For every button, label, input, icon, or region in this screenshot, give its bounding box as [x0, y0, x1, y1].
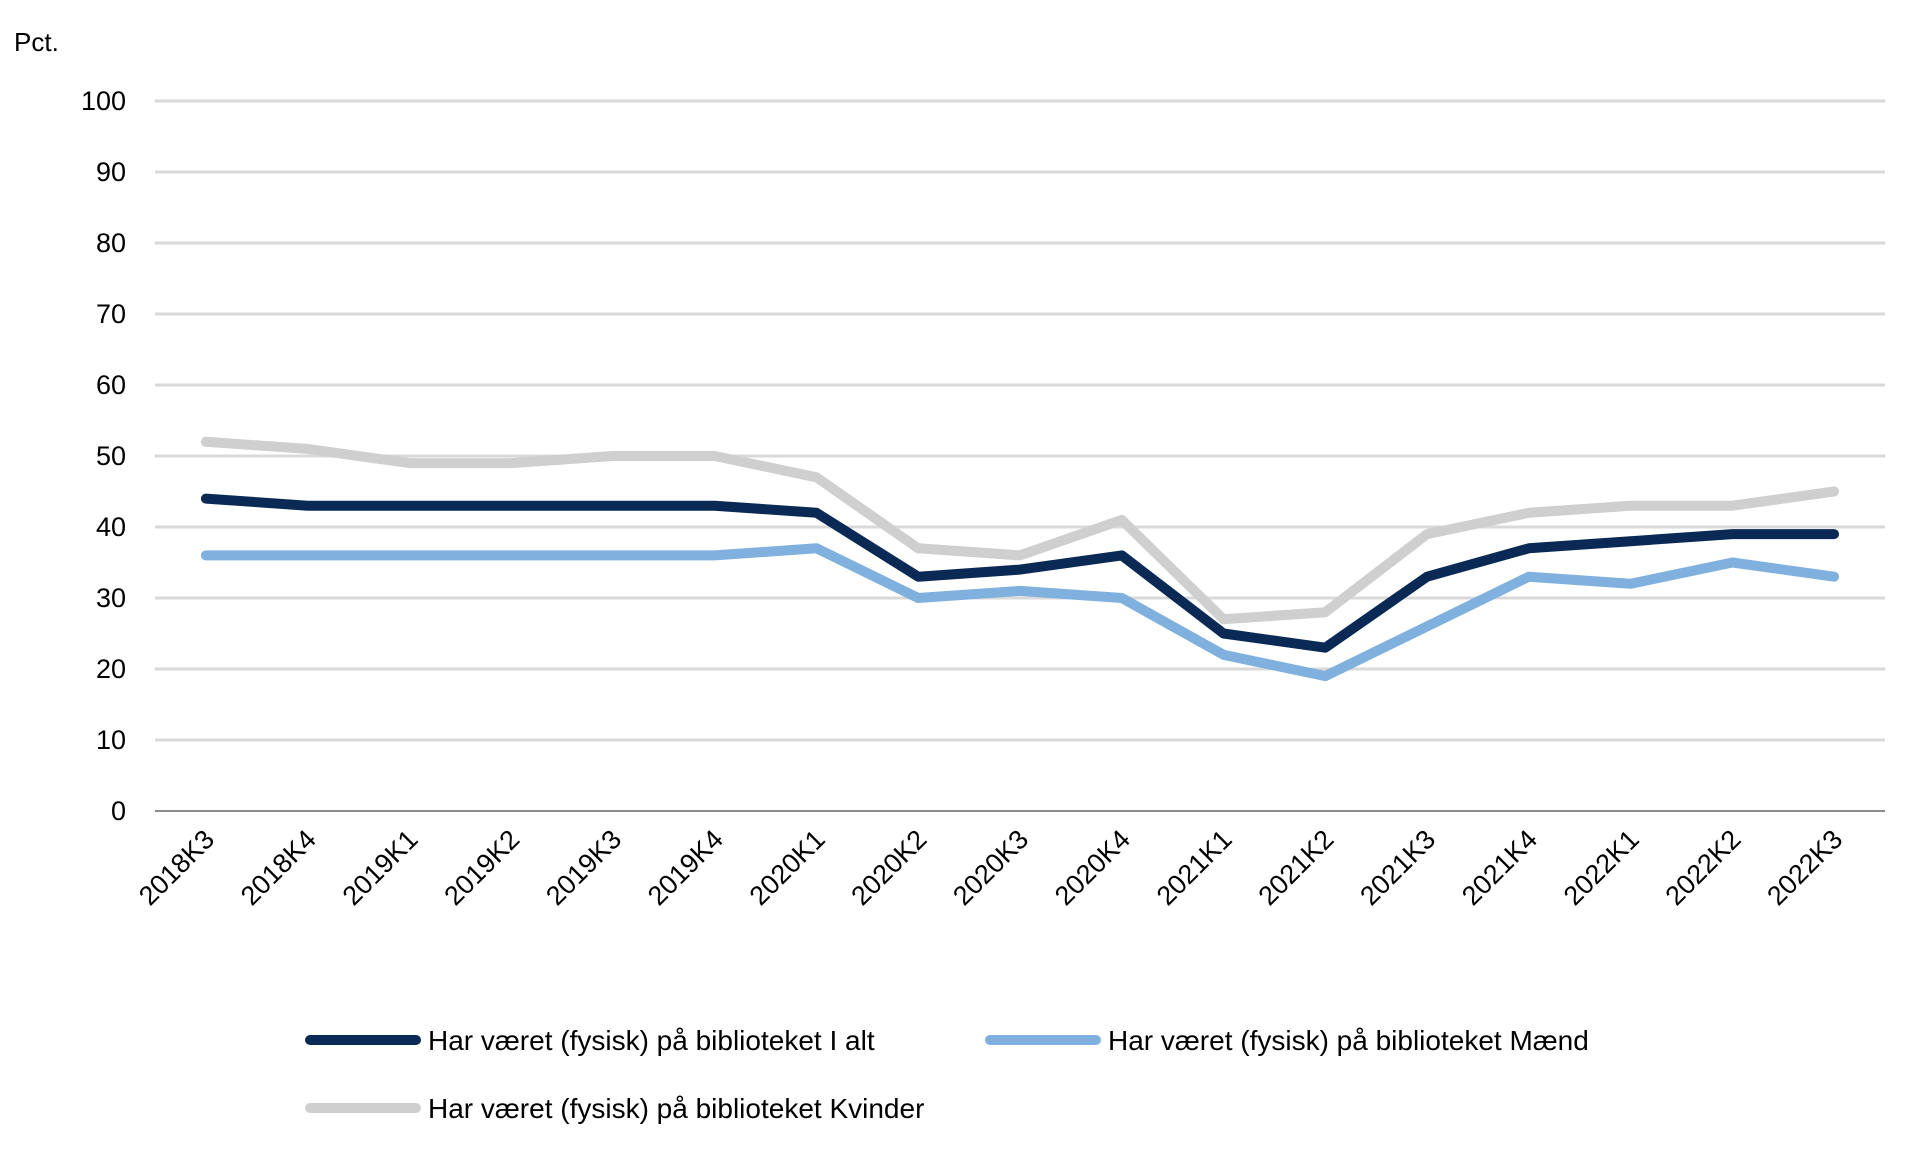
x-tick-label: 2018K4 [235, 824, 322, 911]
data-point [1628, 539, 1633, 544]
data-point [1526, 546, 1531, 551]
data-point [305, 503, 310, 508]
data-point [610, 553, 615, 558]
data-point [712, 553, 717, 558]
y-tick-label: 20 [96, 654, 126, 684]
data-point [610, 454, 615, 458]
data-point [1323, 645, 1328, 650]
data-point [610, 503, 615, 508]
series-lines [200, 436, 1840, 682]
data-point [1018, 588, 1022, 593]
y-tick-label: 50 [96, 441, 126, 471]
data-point [1221, 652, 1226, 657]
y-tick-label: 80 [96, 228, 126, 258]
data-point [203, 439, 208, 444]
y-tick-label: 100 [81, 86, 126, 116]
x-tick-label: 2022K1 [1558, 824, 1645, 911]
data-point [1119, 596, 1124, 600]
data-point [1730, 560, 1735, 565]
y-tick-label: 90 [96, 157, 126, 187]
data-point [1119, 517, 1124, 522]
data-point [407, 461, 412, 466]
data-point [1832, 489, 1837, 494]
data-point [1832, 574, 1837, 579]
data-point [1425, 624, 1430, 629]
data-point [712, 503, 717, 508]
data-point [1221, 631, 1226, 636]
data-point [1730, 503, 1735, 508]
data-point [305, 446, 310, 451]
x-tick-label: 2019K2 [438, 824, 525, 911]
data-point [1119, 553, 1124, 558]
data-point [1425, 532, 1430, 537]
data-point [916, 574, 921, 579]
data-point [1832, 532, 1837, 537]
x-tick-label: 2020K1 [744, 824, 831, 911]
x-tick-label: 2018K3 [133, 824, 220, 911]
x-tick-label: 2022K3 [1761, 824, 1848, 911]
data-point [1323, 610, 1328, 615]
y-axis-label: Pct. [14, 27, 59, 57]
y-tick-label: 60 [96, 370, 126, 400]
data-point [1425, 574, 1430, 579]
x-tick-label: 2021K2 [1252, 824, 1339, 911]
x-tick-label: 2019K4 [642, 824, 729, 911]
x-tick-label: 2019K1 [337, 824, 424, 911]
y-tick-label: 30 [96, 583, 126, 613]
y-tick-label: 40 [96, 512, 126, 542]
data-point [1628, 581, 1633, 586]
data-point [916, 596, 921, 600]
y-tick-label: 10 [96, 725, 126, 755]
series-line-0 [200, 493, 1840, 653]
data-point [1018, 553, 1022, 558]
y-tick-label: 0 [111, 796, 126, 826]
data-point [509, 461, 514, 466]
legend-item: Har været (fysisk) på biblioteket Mænd [985, 1025, 1589, 1056]
data-point [1018, 567, 1022, 572]
data-point [1221, 617, 1226, 622]
legend-item: Har været (fysisk) på biblioteket Kvinde… [305, 1093, 924, 1124]
data-point [305, 553, 310, 558]
x-tick-labels: 2018K3 2018K4 2019K1 2019K2 2019K3 2019K4 2020… [133, 824, 1848, 911]
data-point [814, 546, 819, 551]
x-tick-label: 2020K2 [845, 824, 932, 911]
x-tick-label: 2021K1 [1151, 824, 1238, 911]
data-point [407, 503, 412, 508]
data-point [203, 553, 208, 558]
data-point [1526, 510, 1531, 515]
data-point [814, 510, 819, 515]
legend: Har været (fysisk) på biblioteket I alt H… [305, 1025, 1589, 1124]
data-point [509, 553, 514, 558]
data-point [407, 553, 412, 558]
data-point [509, 503, 514, 508]
legend-label: Har været (fysisk) på biblioteket Kvinde… [428, 1093, 924, 1124]
data-point [1628, 503, 1633, 508]
data-point [1323, 674, 1328, 679]
data-point [814, 475, 819, 480]
legend-label: Har været (fysisk) på biblioteket I alt [428, 1025, 875, 1056]
x-tick-label: 2021K4 [1456, 824, 1543, 911]
x-tick-label: 2022K2 [1660, 824, 1747, 911]
data-point [203, 496, 208, 501]
x-tick-label: 2021K3 [1354, 824, 1441, 911]
y-tick-labels: 0 10 20 30 40 50 60 70 80 90 100 [81, 86, 126, 826]
legend-item: Har været (fysisk) på biblioteket I alt [305, 1025, 875, 1056]
data-point [1526, 574, 1531, 579]
legend-label: Har været (fysisk) på biblioteket Mænd [1108, 1025, 1589, 1056]
x-tick-label: 2020K3 [947, 824, 1034, 911]
data-point [712, 454, 717, 458]
data-point [916, 546, 921, 551]
y-tick-label: 70 [96, 299, 126, 329]
x-tick-label: 2020K4 [1049, 824, 1136, 911]
gridlines [155, 99, 1885, 812]
data-point [1730, 532, 1735, 537]
x-tick-label: 2019K3 [540, 824, 627, 911]
